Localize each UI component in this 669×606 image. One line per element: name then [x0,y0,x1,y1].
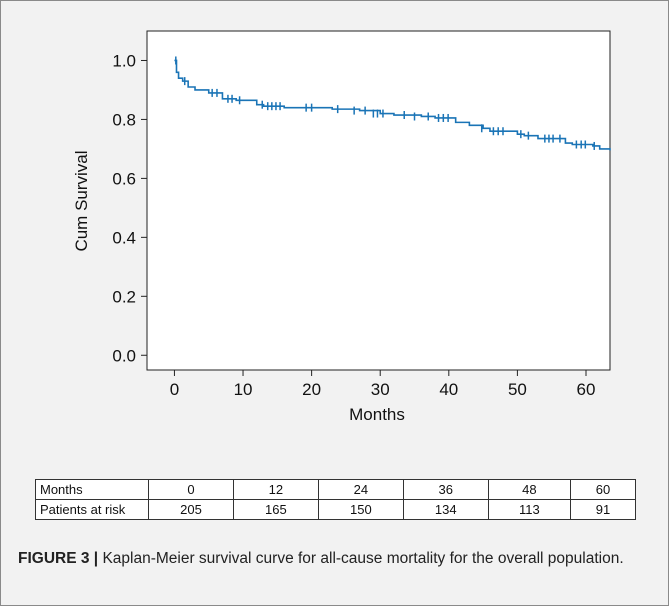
patients-cell: 165 [232,499,319,520]
km-chart: 0.0 0.2 0.4 0.6 0.8 1.0 0 10 20 30 40 50 60 Cum Sur… [72,30,611,424]
patients-at-risk-table: Months 0 12 24 36 48 60 Patients at risk… [35,479,636,520]
months-cell: 48 [487,479,572,500]
censor-marks [175,56,595,150]
y-axis-label: Cum Survival [72,150,91,251]
months-cell: 60 [570,479,636,500]
y-tick-label: 0.0 [112,346,136,365]
y-axis: 0.0 0.2 0.4 0.6 0.8 1.0 [112,51,147,365]
x-tick-label: 50 [508,380,527,399]
x-tick-label: 40 [439,380,458,399]
months-cell: 12 [232,479,319,500]
patients-cell: 205 [148,499,234,520]
y-tick-label: 0.2 [112,287,136,306]
plot-area [146,30,611,371]
y-tick-label: 0.8 [112,110,136,129]
patients-cell: 91 [570,499,636,520]
patients-cell: 113 [487,499,572,520]
row-label-months: Months [35,479,149,500]
x-axis-label: Months [349,405,405,424]
x-tick-label: 60 [577,380,596,399]
months-cell: 0 [148,479,234,500]
patients-cell: 134 [402,499,489,520]
figure-caption: FIGURE 3 | Kaplan-Meier survival curve f… [18,548,648,570]
table-row-patients: Patients at risk 205 165 150 134 113 91 [35,499,636,520]
survival-curve [174,59,611,151]
months-cell: 36 [402,479,489,500]
x-axis: 0 10 20 30 40 50 60 [170,370,596,399]
table-row-months: Months 0 12 24 36 48 60 [35,479,636,500]
figure-label: FIGURE 3 | [18,550,99,567]
y-tick-label: 0.4 [112,228,136,247]
months-cell: 24 [317,479,404,500]
x-tick-label: 30 [371,380,390,399]
x-tick-label: 10 [234,380,253,399]
caption-text: Kaplan-Meier survival curve for all-caus… [98,550,624,567]
x-tick-label: 20 [302,380,321,399]
y-tick-label: 1.0 [112,51,136,70]
y-tick-label: 0.6 [112,169,136,188]
x-tick-label: 0 [170,380,179,399]
row-label-patients: Patients at risk [35,499,149,520]
patients-cell: 150 [317,499,404,520]
